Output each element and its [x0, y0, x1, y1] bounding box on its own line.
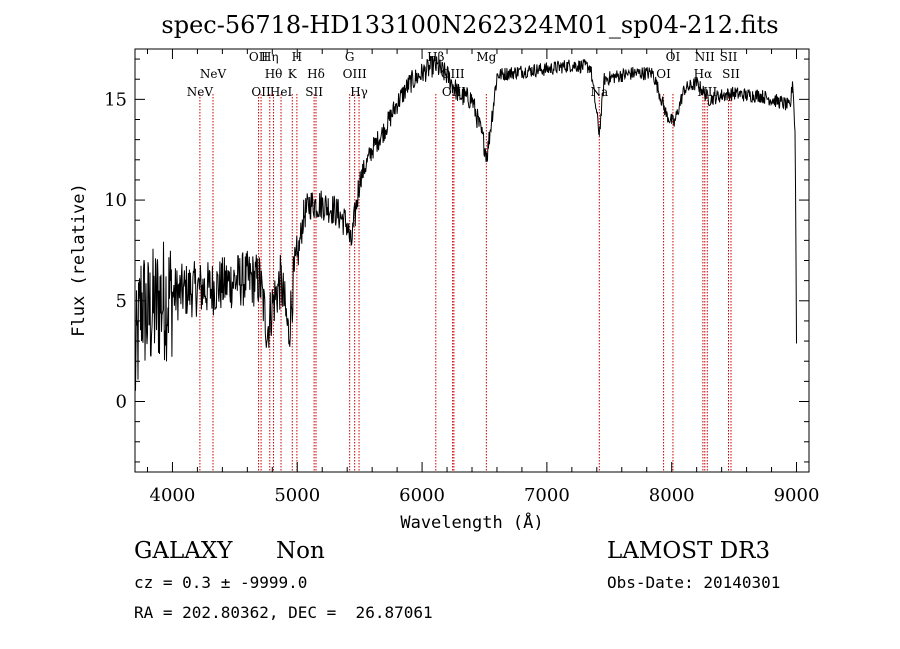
line-label: NeV	[200, 67, 227, 81]
line-label: OI	[656, 67, 671, 81]
line-label: SII	[722, 67, 740, 81]
y-tick-label: 15	[104, 89, 127, 110]
observation-date: Obs-Date: 20140301	[607, 573, 781, 592]
line-label: OII	[251, 85, 271, 99]
line-label: Hθ	[265, 67, 283, 81]
line-label: Hα	[694, 67, 713, 81]
chart-title: spec-56718-HD133100N262324M01_sp04-212.f…	[161, 11, 778, 39]
line-label: Na	[590, 85, 608, 99]
x-tick-label: 5000	[274, 485, 320, 506]
line-label: SII	[720, 50, 738, 64]
plot-frame	[134, 48, 810, 473]
x-tick-label: 8000	[649, 485, 695, 506]
spectrum-line	[134, 56, 797, 391]
line-label: Hγ	[350, 85, 368, 99]
emission-line-markers	[199, 94, 732, 472]
x-tick-label: 7000	[524, 485, 570, 506]
x-axis-label: Wavelength (Å)	[400, 511, 543, 533]
line-label: Mg	[476, 50, 496, 64]
x-tick-label: 9000	[774, 485, 820, 506]
x-tick-label: 6000	[399, 485, 445, 506]
sky-coordinates: RA = 202.80362, DEC = 26.87061	[134, 603, 433, 622]
line-label: OIII	[343, 67, 367, 81]
line-label: Hη	[261, 50, 279, 64]
line-label: K	[288, 67, 298, 81]
axis-ticks: 4000 5000 6000 7000 8000 9000 0 5 10 15	[104, 49, 819, 506]
line-label: G	[345, 50, 355, 64]
line-label: HeI	[270, 85, 293, 99]
y-tick-label: 5	[116, 291, 127, 312]
line-label: SII	[305, 85, 323, 99]
redshift-cz: cz = 0.3 ± -9999.0	[134, 573, 308, 592]
x-tick-label: 4000	[150, 485, 196, 506]
line-label: NII	[695, 50, 715, 64]
line-label: NeV	[187, 85, 214, 99]
y-tick-label: 10	[104, 190, 127, 211]
y-axis-label: Flux (relative)	[69, 183, 89, 337]
survey-name: LAMOST DR3	[607, 538, 771, 564]
line-label: OII	[249, 50, 269, 64]
y-tick-label: 0	[116, 392, 127, 413]
line-label: OI	[666, 50, 681, 64]
line-label: Hδ	[307, 67, 325, 81]
object-class: GALAXY	[134, 538, 233, 564]
object-subclass: Non	[276, 538, 325, 564]
